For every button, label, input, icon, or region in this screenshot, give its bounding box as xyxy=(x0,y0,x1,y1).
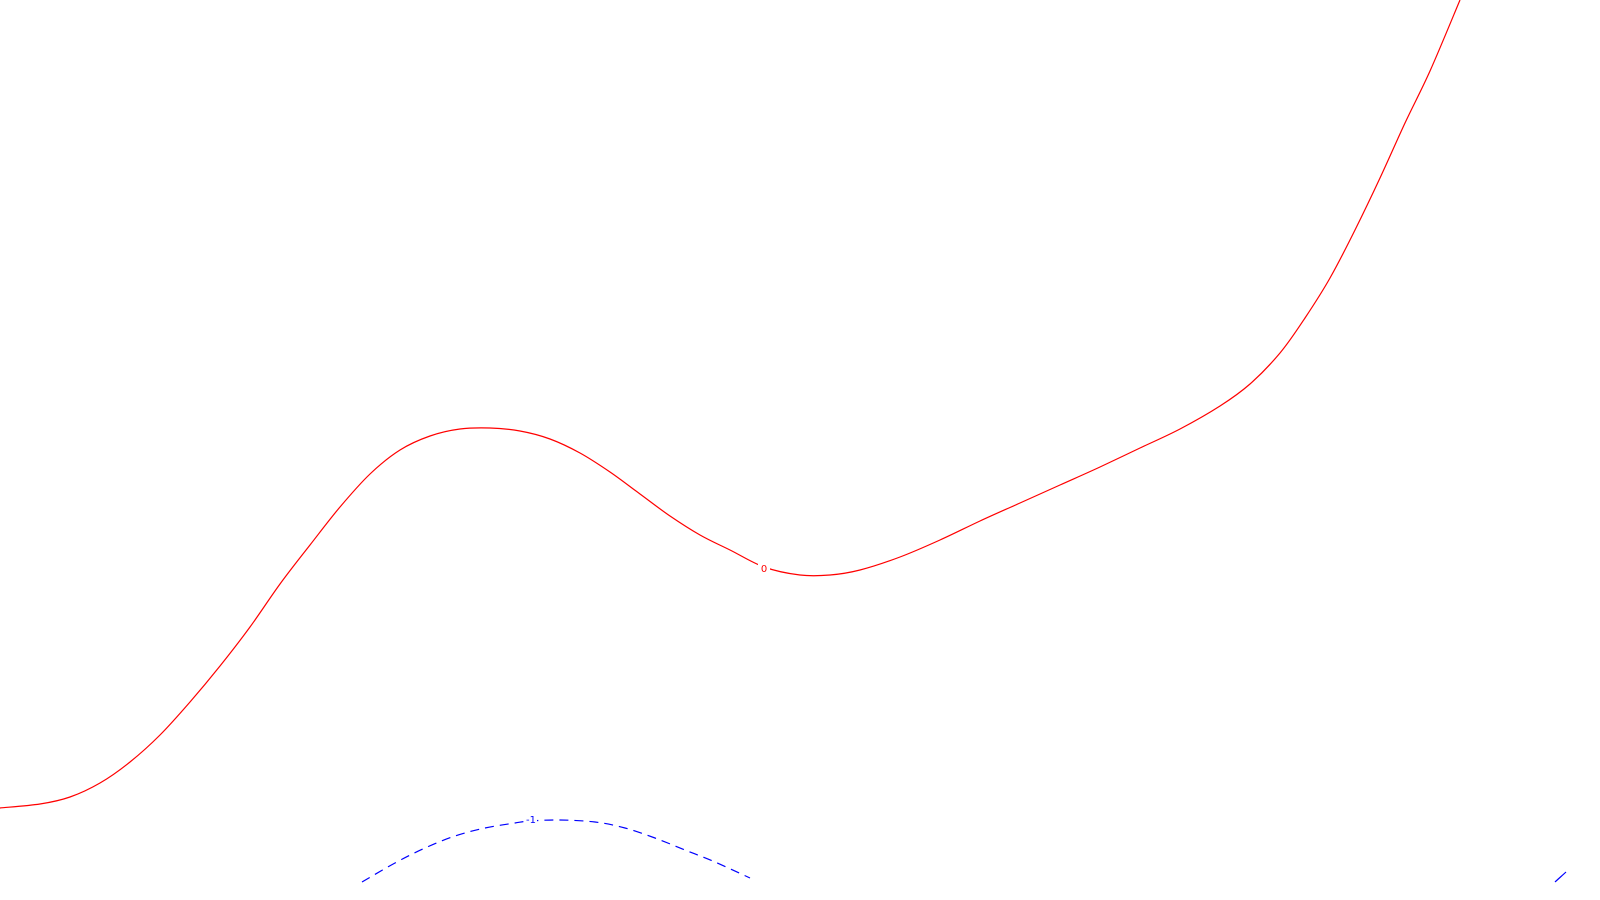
contour-labels: 0 -1 xyxy=(525,563,770,826)
contour-label-background xyxy=(525,814,537,826)
contour-label-background xyxy=(758,563,770,575)
contour-lines xyxy=(0,0,1567,883)
contour-line-0 xyxy=(0,0,1461,809)
contour-line-1 xyxy=(361,819,751,883)
contour-line-2 xyxy=(1554,871,1567,883)
contour-label-1: -1 xyxy=(526,815,536,826)
contour-label-0: 0 xyxy=(761,564,767,575)
